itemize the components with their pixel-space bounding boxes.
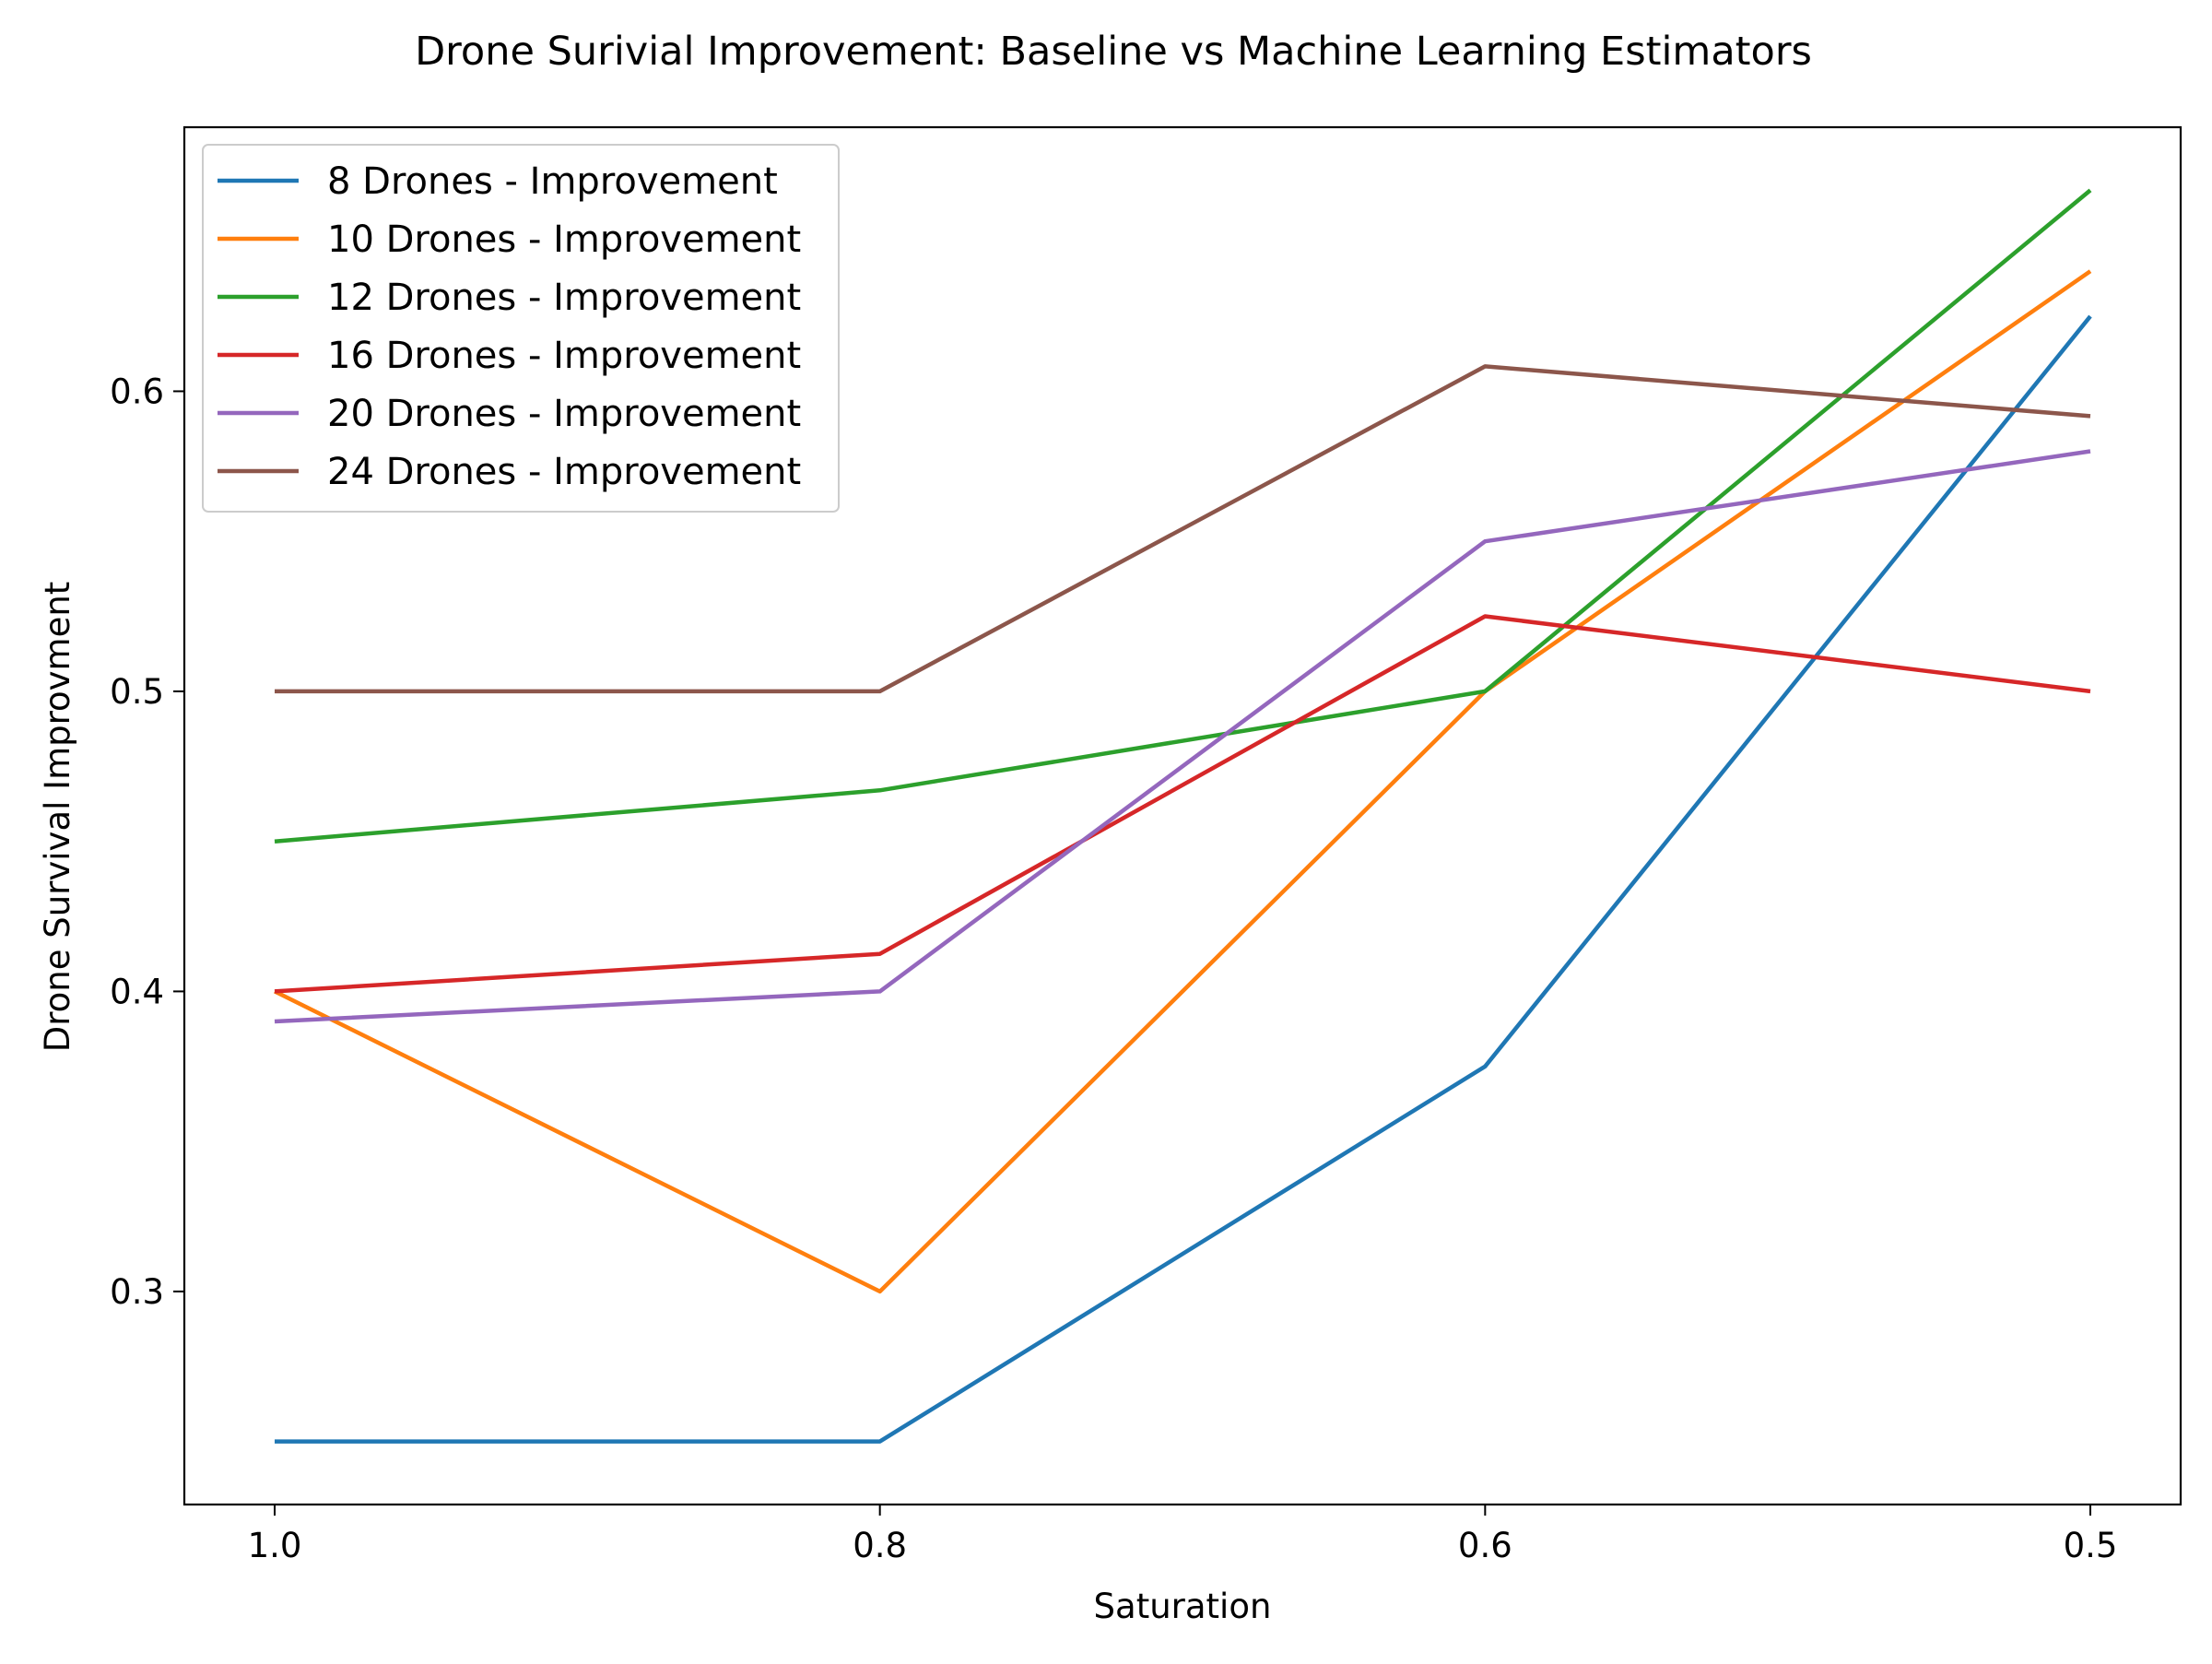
x-tick-label: 0.8 bbox=[853, 1526, 907, 1565]
legend-label-2: 10 Drones - Improvement bbox=[327, 218, 801, 261]
series-line-3 bbox=[274, 188, 2092, 844]
series-line-2 bbox=[274, 269, 2092, 1294]
series-line-1 bbox=[275, 314, 2092, 1444]
series-line-6 bbox=[275, 364, 2091, 694]
legend-label-5: 20 Drones - Improvement bbox=[327, 393, 801, 435]
x-axis-label: Saturation bbox=[1094, 1587, 1272, 1626]
legend-label-6: 24 Drones - Improvement bbox=[327, 451, 801, 493]
legend-label-3: 12 Drones - Improvement bbox=[327, 277, 801, 319]
series-line-5 bbox=[274, 449, 2091, 1024]
y-tick-label: 0.6 bbox=[110, 372, 164, 411]
y-axis-label: Drone Survival Improvment bbox=[38, 582, 77, 1053]
x-tick-label: 1.0 bbox=[248, 1526, 302, 1565]
x-tick-label: 0.5 bbox=[2064, 1526, 2118, 1565]
legend-label-4: 16 Drones - Improvement bbox=[327, 335, 801, 377]
axes-frame bbox=[182, 125, 2183, 1506]
legend-box bbox=[202, 144, 840, 513]
y-tick-label: 0.5 bbox=[110, 672, 164, 712]
y-tick-label: 0.3 bbox=[110, 1272, 164, 1312]
plot-area: 1.0 0.8 0.6 0.5 0.3 0.4 0.5 0.6 8 Drones - Impro… bbox=[110, 125, 2183, 1565]
chart-title: Drone Surivial Improvement: Baseline vs … bbox=[415, 29, 1812, 75]
series-line-4 bbox=[274, 614, 2091, 994]
legend-label-1: 8 Drones - Improvement bbox=[327, 160, 778, 203]
y-tick-label: 0.4 bbox=[110, 972, 164, 1011]
x-tick-label: 0.6 bbox=[1458, 1526, 1512, 1565]
